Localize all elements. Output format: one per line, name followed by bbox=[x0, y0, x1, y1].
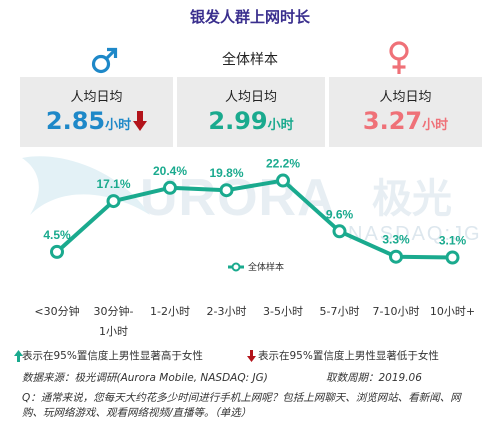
note-up: 表示在95%置信度上男性显著高于女性 bbox=[22, 350, 203, 362]
data-label: 22.2% bbox=[266, 157, 300, 171]
page-title: 银发人群上网时长 bbox=[189, 8, 310, 26]
legend-swatch-marker bbox=[231, 262, 241, 272]
data-point bbox=[445, 250, 460, 265]
down-arrow-icon bbox=[133, 111, 148, 131]
note-down: 表示在95%置信度上男性显著低于女性 bbox=[258, 350, 439, 362]
data-label: 17.1% bbox=[96, 177, 130, 191]
x-tick-label: 5-7小时 bbox=[320, 305, 360, 318]
female-unit: 小时 bbox=[422, 118, 449, 133]
female-symbol-icon bbox=[389, 41, 409, 74]
data-point bbox=[219, 183, 234, 198]
watermark-brand-cn: 极光 bbox=[372, 176, 452, 222]
data-label: 3.3% bbox=[382, 233, 410, 247]
male-symbol-icon bbox=[91, 47, 118, 74]
male-unit: 小时 bbox=[105, 118, 132, 133]
line-chart: 4.5% 17.1% 20.4% 19.8% 22.2% 9.6% 3.3% 3.1% <30分… bbox=[34, 157, 475, 338]
data-label: 9.6% bbox=[326, 207, 354, 221]
x-tick-label: 1小时 bbox=[99, 325, 128, 338]
male-value: 2.85 bbox=[45, 107, 106, 135]
data-source: 数据来源：极光调研(Aurora Mobile, NASDAQ: JG) bbox=[22, 372, 268, 384]
data-label: 19.8% bbox=[209, 166, 243, 180]
legend-label: 全体样本 bbox=[248, 261, 284, 273]
watermark-ticker: NASDAQ:JG bbox=[348, 223, 482, 245]
data-point bbox=[106, 194, 121, 209]
all-card-label: 人均日均 bbox=[224, 90, 277, 105]
data-point bbox=[276, 173, 290, 188]
x-tick-label: 30分钟- bbox=[94, 304, 134, 318]
survey-question: Q：通常来说，您每天大约花多少时间进行手机上网呢？包括上网聊天、浏览网站、看新闻… bbox=[22, 392, 461, 419]
data-label: 4.5% bbox=[43, 228, 71, 242]
data-label: 20.4% bbox=[153, 164, 187, 178]
down-note-arrow-icon bbox=[247, 350, 256, 362]
data-period: 取数周期：2019.06 bbox=[326, 372, 422, 384]
x-tick-label: 3-5小时 bbox=[263, 305, 303, 318]
female-card-label: 人均日均 bbox=[379, 90, 432, 105]
all-unit: 小时 bbox=[267, 118, 294, 133]
data-point bbox=[163, 180, 177, 195]
male-stat-card: 人均日均 2.85小时 bbox=[20, 77, 173, 147]
all-stat-card: 人均日均 2.99小时 bbox=[177, 77, 325, 147]
data-point bbox=[332, 224, 347, 239]
chart-legend: 全体样本 bbox=[228, 261, 284, 273]
series-line-all bbox=[55, 178, 453, 260]
x-tick-label: 1-2小时 bbox=[150, 305, 190, 318]
up-arrow-icon bbox=[14, 350, 23, 362]
sample-label: 全体样本 bbox=[222, 52, 278, 68]
all-value: 2.99 bbox=[208, 107, 268, 135]
female-value: 3.27 bbox=[362, 107, 423, 135]
data-label: 3.1% bbox=[439, 234, 467, 248]
female-stat-card: 人均日均 3.27小时 bbox=[329, 77, 482, 147]
x-tick-label: 2-3小时 bbox=[207, 305, 247, 318]
data-point bbox=[50, 244, 64, 259]
male-card-label: 人均日均 bbox=[70, 90, 123, 105]
x-tick-label: <30分钟 bbox=[34, 304, 79, 318]
aurora-logo-icon bbox=[22, 156, 150, 215]
data-point bbox=[389, 249, 403, 264]
x-tick-label: 7-10小时 bbox=[373, 305, 420, 318]
x-tick-label: 10小时+ bbox=[430, 305, 475, 318]
